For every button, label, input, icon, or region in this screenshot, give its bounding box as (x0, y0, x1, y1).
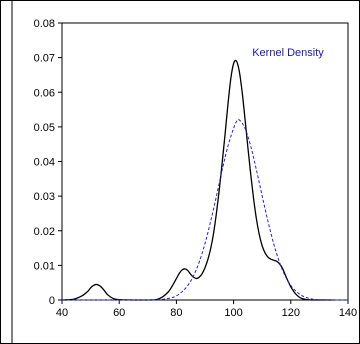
y-tick-label: 0.08 (34, 18, 55, 30)
y-tick-label: 0 (49, 295, 55, 307)
x-axis: 40 60 80 100 120 140 (56, 300, 357, 319)
y-tick-label: 0.02 (34, 226, 55, 238)
y-tick-label: 0.05 (34, 122, 55, 134)
y-tick-label: 0.01 (34, 260, 55, 272)
x-tick-label: 100 (224, 307, 242, 319)
normal-density-curve (61, 119, 348, 301)
x-tick-label: 60 (113, 307, 125, 319)
x-tick-label: 140 (339, 307, 357, 319)
x-tick-label: 40 (56, 307, 68, 319)
legend-label: Kernel Density (252, 47, 324, 59)
y-tick-label: 0.07 (34, 53, 55, 65)
y-tick-label: 0.03 (34, 191, 55, 203)
y-tick-label: 0.06 (34, 87, 55, 99)
y-tick-label: 0.04 (34, 157, 55, 169)
y-axis: 0 0.01 0.02 0.03 0.04 0.05 0.06 0.07 0.08 (34, 18, 62, 307)
kernel-density-curve (61, 59, 334, 301)
x-tick-label: 80 (170, 307, 182, 319)
x-tick-label: 120 (282, 307, 300, 319)
